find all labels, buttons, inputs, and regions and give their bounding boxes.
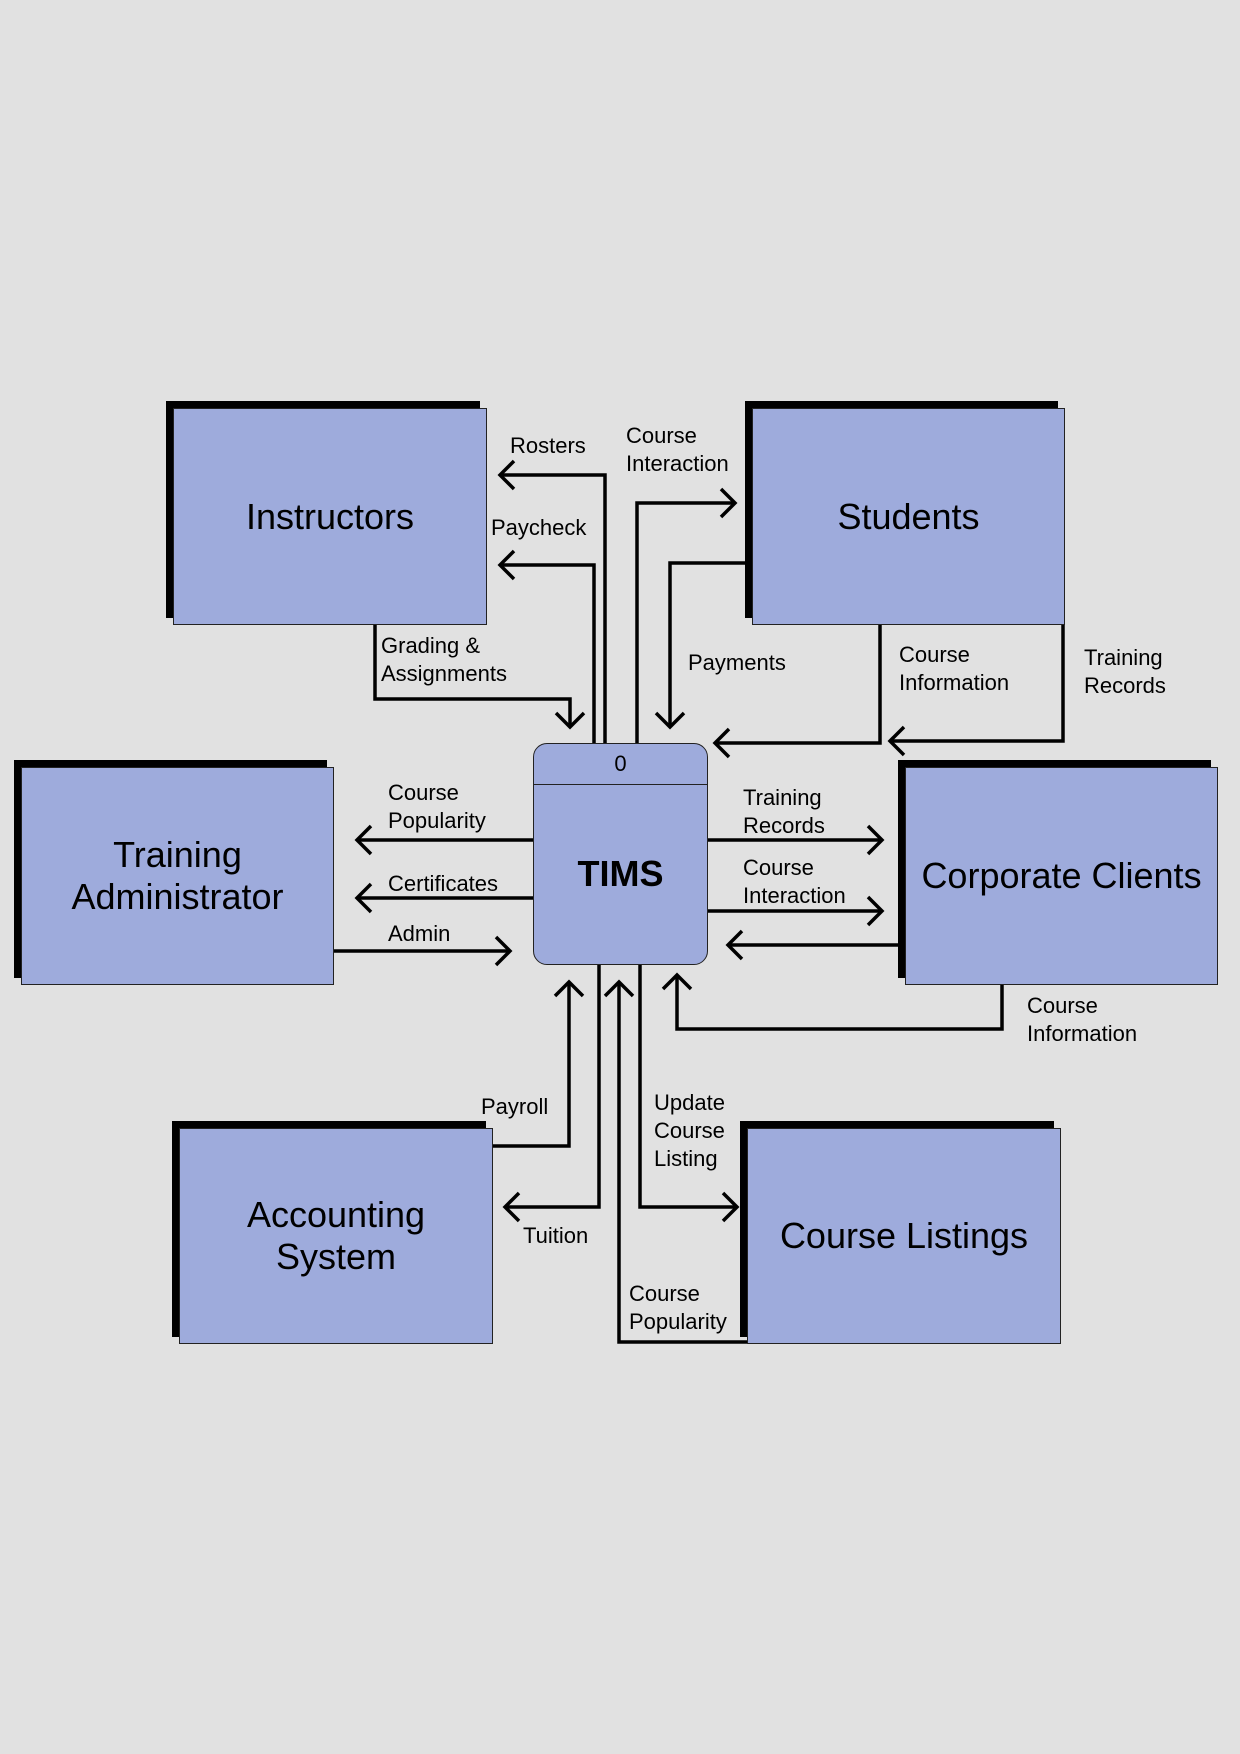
course-interaction-students-label: Course Interaction [626, 423, 729, 476]
tuition-line [505, 965, 601, 1209]
rosters-label: Rosters [510, 433, 586, 458]
update-course-listing-label: Update Course Listing [654, 1090, 725, 1171]
corporate-clients-entity: Corporate Clients [905, 767, 1218, 985]
course-interaction-clients-arrowhead [866, 895, 885, 927]
payroll-line [492, 982, 571, 1148]
process-id: 0 [534, 744, 707, 785]
course-information-clients-line [675, 975, 1004, 1031]
course-listings-entity: Course Listings [747, 1128, 1061, 1344]
grading-label: Grading & Assignments [381, 633, 507, 686]
payments-line [668, 561, 747, 727]
students-entity: Students [752, 408, 1065, 625]
admin-label: Admin [388, 921, 451, 946]
payments-arrowhead [654, 711, 686, 730]
training-records-students-arrowhead [887, 725, 906, 757]
paycheck-label: Paycheck [491, 515, 587, 540]
course-interaction-students-line [635, 501, 735, 743]
course-information-clients-label: Course Information [1027, 993, 1138, 1046]
course-interaction-students-arrowhead [719, 487, 738, 519]
corporate-clients-label: Corporate Clients [921, 855, 1202, 896]
process-name: TIMS [577, 853, 664, 894]
payments-label: Payments [688, 650, 786, 675]
update-course-listing-line [638, 965, 737, 1209]
clients-to-tims-arrowhead [725, 929, 744, 961]
grading-arrowhead [554, 711, 586, 730]
training-administrator-label: Training Administrator [71, 834, 284, 917]
grading-line [373, 625, 572, 727]
rosters-line [500, 473, 607, 743]
accounting-system-label: Accounting System [246, 1194, 426, 1277]
training-records-clients-arrowhead [866, 824, 885, 856]
course-information-clients-arrowhead [661, 972, 693, 991]
payroll-label: Payroll [481, 1094, 549, 1119]
certificates-arrowhead [354, 882, 373, 914]
students-label: Students [837, 495, 980, 537]
instructors-entity: Instructors [173, 408, 487, 625]
course-popularity-listings-arrowhead [603, 979, 635, 998]
course-information-students-line [715, 625, 882, 745]
course-popularity-admin-arrowhead [354, 824, 373, 856]
training-records-clients-label: Training Records [743, 785, 825, 838]
tims-process: 0 TIMS [533, 743, 708, 965]
paycheck-line [500, 563, 596, 743]
course-information-students-arrowhead [712, 727, 731, 759]
instructors-label: Instructors [245, 495, 415, 537]
tuition-label: Tuition [523, 1223, 589, 1248]
course-interaction-clients-label: Course Interaction [743, 855, 846, 908]
course-information-students-label: Course Information [899, 642, 1010, 695]
course-popularity-admin-label: Course Popularity [388, 780, 486, 833]
update-course-listing-arrowhead [721, 1191, 740, 1223]
payroll-arrowhead [553, 979, 585, 998]
accounting-system-entity: Accounting System [179, 1128, 493, 1344]
tuition-arrowhead [502, 1191, 521, 1223]
course-popularity-listings-line [617, 982, 747, 1344]
course-popularity-listings-label: Course Popularity [629, 1281, 727, 1334]
training-administrator-entity: Training Administrator [21, 767, 334, 985]
rosters-arrowhead [497, 459, 516, 491]
course-listings-label: Course Listings [779, 1215, 1029, 1256]
certificates-label: Certificates [388, 871, 499, 896]
training-records-students-label: Training Records [1084, 645, 1166, 698]
paycheck-arrowhead [497, 549, 516, 581]
admin-arrowhead [494, 935, 513, 967]
training-records-students-line [890, 625, 1065, 743]
